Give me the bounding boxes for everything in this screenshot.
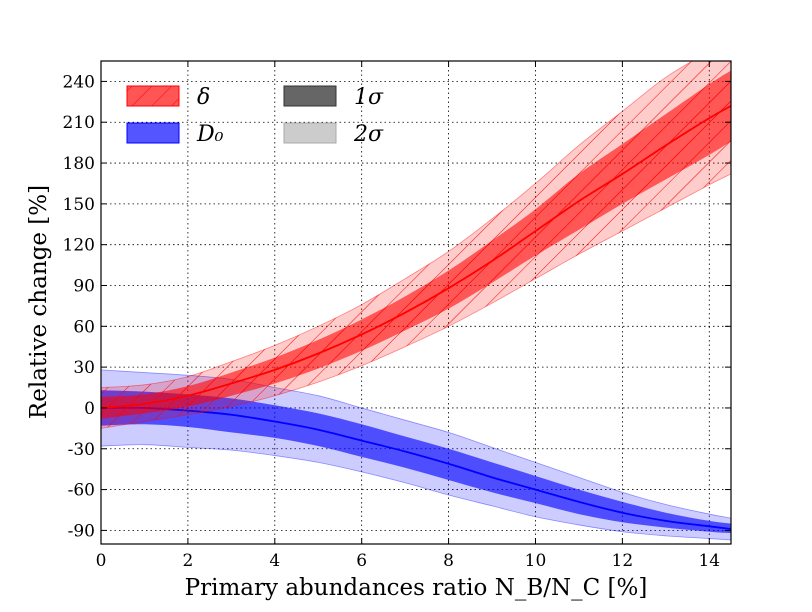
y-tick-label: 210 (63, 113, 95, 133)
x-tick-label: 8 (443, 551, 454, 571)
y-axis-title: Relative change [%] (26, 185, 52, 419)
x-tick-label: 4 (269, 551, 280, 571)
y-tick-label: -30 (68, 440, 95, 460)
legend: δ D₀ 1σ 2σ (126, 85, 384, 147)
ticks: 0 2 4 6 8 10 12 14 -90 -60 -30 0 30 60 90 120 150 180 210 2… (63, 61, 731, 571)
bands (101, 61, 731, 541)
legend-label-d0: D₀ (196, 122, 224, 147)
x-tick-label: 10 (525, 551, 547, 571)
legend-swatch-2sigma (283, 122, 337, 144)
y-tick-label: 180 (63, 154, 95, 174)
legend-label-1sigma: 1σ (354, 85, 384, 110)
x-tick-label: 2 (182, 551, 193, 571)
y-tick-label: 240 (63, 72, 95, 92)
plot-frame (100, 60, 732, 545)
legend-swatch-d0 (126, 122, 180, 144)
x-tick-label: 14 (698, 551, 720, 571)
y-tick-label: -60 (68, 481, 95, 501)
d0-1sigma-band (101, 390, 731, 534)
legend-label-delta: δ (197, 85, 210, 110)
delta-central-line (101, 105, 731, 409)
legend-swatch-1sigma (283, 85, 337, 107)
y-tick-label: 0 (84, 399, 95, 419)
legend-label-2sigma: 2σ (353, 122, 384, 147)
y-tick-label: 120 (63, 236, 95, 256)
x-tick-label: 6 (356, 551, 367, 571)
y-tick-label: 60 (73, 317, 95, 337)
y-tick-label: 90 (73, 276, 95, 296)
delta-2sigma-hatch (101, 61, 731, 429)
delta-2sigma-band (101, 61, 731, 429)
y-tick-label: 30 (73, 358, 95, 378)
y-tick-label: 150 (63, 195, 95, 215)
x-axis-title: Primary abundances ratio N_B/N_C [%] (185, 575, 648, 601)
x-tick-label: 0 (96, 551, 107, 571)
y-tick-label: -90 (68, 521, 95, 541)
legend-swatch-delta-hatch (127, 86, 179, 106)
d0-central-line (101, 406, 731, 530)
x-tick-label: 12 (612, 551, 634, 571)
